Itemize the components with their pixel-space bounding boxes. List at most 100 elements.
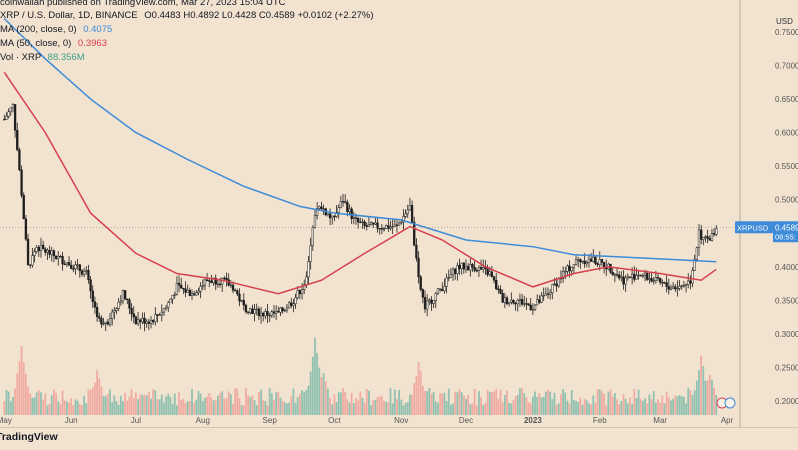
volume-bar [678, 394, 681, 415]
volume-bar [268, 388, 271, 415]
volume-bar [467, 395, 470, 415]
candle-body [35, 246, 38, 253]
volume-bar [419, 370, 422, 415]
volume-bar [417, 361, 420, 415]
volume-bar [452, 403, 454, 415]
candle-body [447, 277, 450, 279]
candle-body [544, 293, 547, 296]
volume-bar [348, 402, 351, 415]
candle-body [361, 221, 364, 223]
volume-bar [158, 399, 161, 415]
candle-body [385, 225, 388, 229]
candle-body [471, 264, 474, 268]
volume-bar [217, 395, 219, 415]
candle-body [290, 302, 293, 306]
candle-body [208, 280, 211, 282]
volume-bar [262, 400, 265, 415]
y-tick-label: 0.6500 [775, 95, 798, 104]
candle-body [387, 225, 390, 229]
volume-label: Vol · XRP [0, 52, 42, 63]
candle-body [635, 275, 638, 280]
candle-body [344, 201, 347, 203]
candle-body [687, 280, 690, 285]
candle-body [93, 301, 97, 308]
candle-body [251, 308, 254, 314]
y-tick-label: 0.2500 [775, 363, 798, 372]
volume-bar [581, 404, 584, 415]
y-tick-label: 0.2000 [775, 397, 798, 406]
candle-body [160, 311, 163, 316]
volume-bar [551, 399, 554, 415]
volume-bar [365, 388, 368, 415]
candle-body [54, 255, 58, 259]
volume-bar [400, 399, 403, 415]
candle-body [309, 245, 312, 262]
candle-body [674, 286, 677, 290]
volume-bar [78, 403, 81, 415]
candle-body [139, 319, 142, 323]
candle-body [37, 246, 40, 252]
candle-body [499, 289, 502, 294]
volume-bar [644, 398, 646, 415]
volume-bar [383, 400, 385, 415]
volume-bar [275, 392, 278, 415]
candle-body [246, 311, 250, 313]
volume-bar [404, 402, 407, 415]
candle-body [684, 284, 688, 286]
volume-bar [471, 403, 474, 415]
candle-body [100, 317, 103, 325]
volume-bar [547, 389, 549, 415]
tradingview-logo[interactable]: TradingView [0, 431, 58, 443]
candle-body [152, 320, 155, 323]
candle-body [669, 287, 673, 290]
candle-body [598, 259, 601, 265]
candle-body [24, 218, 28, 240]
candle-body [441, 289, 444, 292]
volume-bar [182, 398, 185, 415]
volume-bar [639, 398, 642, 415]
volume-bar [180, 399, 183, 415]
volume-bar [109, 389, 111, 415]
candle-body [434, 293, 437, 301]
candle-body [346, 202, 349, 212]
candle-body [702, 237, 705, 240]
candle-body [266, 311, 269, 316]
volume-bar [65, 401, 68, 415]
volume-bar [598, 389, 601, 415]
candle-body [173, 294, 176, 296]
ma50-legend[interactable]: MA (50, close, 0) 0.3963 [0, 38, 107, 50]
candle-body [680, 285, 683, 287]
candle-body [479, 267, 483, 270]
volume-bar [659, 402, 662, 415]
candle-body [408, 205, 412, 211]
candle-body [65, 262, 69, 265]
candle-body [497, 288, 500, 290]
candle-body [428, 299, 431, 302]
candle-body [300, 289, 304, 295]
price-tag-symbol-box [735, 221, 773, 234]
volume-bar [469, 404, 472, 415]
volume-bar [31, 397, 34, 415]
axis-currency-label: USD [776, 17, 793, 26]
volume-bar [128, 396, 131, 415]
volume-bar [318, 367, 321, 415]
volume-legend[interactable]: Vol · XRP 88.356M [0, 52, 85, 64]
candle-body [186, 290, 189, 293]
volume-bar [432, 391, 435, 415]
volume-bar [18, 360, 21, 415]
volume-bar [81, 404, 83, 415]
volume-bar [698, 370, 700, 415]
candle-body [22, 194, 25, 220]
candle-body [691, 270, 694, 284]
candle-body [85, 270, 88, 272]
candle-body [475, 270, 478, 272]
volume-bar [255, 405, 258, 415]
candle-body [285, 307, 289, 311]
volume-bar [626, 403, 629, 415]
ma200-legend[interactable]: MA (200, close, 0) 0.4075 [0, 24, 112, 36]
footer-bar [0, 428, 798, 450]
volume-bar [499, 389, 502, 415]
candle-body [624, 277, 627, 285]
volume-bar [376, 396, 379, 415]
